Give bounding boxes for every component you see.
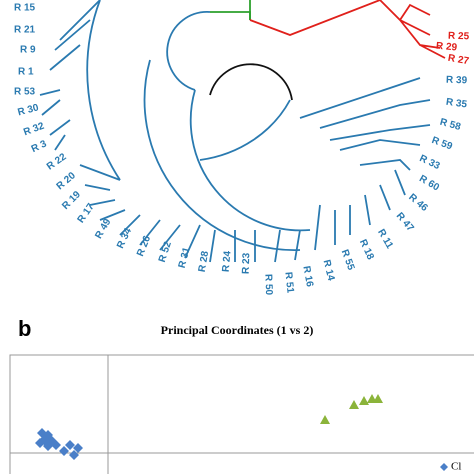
branch [39, 0, 101, 151]
leaf-label: R 21 [14, 25, 36, 36]
dendrogram-branches [39, 0, 446, 263]
leaf-label: R 47 [394, 211, 416, 235]
leaf-label: R 11 [375, 227, 395, 251]
leaf-label: R 29 [436, 41, 458, 54]
plot-title: Principal Coordinates (1 vs 2) [161, 323, 314, 337]
branch [199, 99, 291, 161]
leaf-label: R 3 [30, 138, 49, 155]
branch [79, 164, 406, 263]
marker [320, 394, 383, 424]
branch [299, 77, 431, 171]
cluster-green [320, 394, 383, 424]
leaf-label: R 9 [20, 45, 36, 56]
leaf-labels: R 15R 21R 9R 1R 53R 30R 32R 3R 22R 20R 1… [14, 3, 470, 296]
leaf-label: R 24 [221, 250, 234, 272]
leaf-label: R 30 [17, 102, 41, 118]
leaf-label: R 35 [445, 97, 468, 111]
leaf-label: R 19 [60, 189, 83, 212]
leaf-label: R 27 [447, 53, 470, 68]
branch [189, 89, 311, 232]
leaf-label: R 32 [22, 121, 46, 139]
leaf-label: R 53 [14, 87, 36, 98]
leaf-label: R 52 [157, 240, 174, 264]
branch [166, 11, 211, 91]
pcoa-plot: Cl [9, 354, 474, 474]
branch [249, 0, 381, 36]
branch [86, 0, 121, 181]
plot-frame [9, 354, 474, 474]
leaf-label: R 14 [321, 259, 337, 283]
leaf-label: R 60 [417, 173, 441, 193]
leaf-label: R 31 [177, 246, 193, 270]
leaf-label: R 59 [430, 135, 454, 153]
leaf-label: R 28 [197, 250, 212, 273]
leaf-label: R 16 [300, 265, 315, 288]
leaf-label: R 23 [241, 252, 253, 274]
leaf-label: R 18 [357, 238, 376, 262]
leaf-label: R 26 [135, 234, 153, 258]
legend-marker [440, 463, 448, 471]
cluster-blue [35, 428, 83, 460]
branch [143, 59, 301, 251]
leaf-label: R 33 [418, 153, 442, 172]
leaf-label: R 55 [339, 248, 357, 272]
branch [209, 63, 293, 101]
marker [35, 428, 83, 460]
leaf-label: R 34 [115, 226, 134, 250]
branch [210, 11, 251, 20]
leaf-label: R 39 [446, 75, 468, 87]
legend-label: Cl [451, 461, 461, 473]
leaf-label: R 58 [439, 117, 463, 133]
leaf-label: R 51 [282, 271, 295, 294]
leaf-label: R 1 [18, 67, 34, 78]
branch [379, 0, 446, 59]
leaf-label: R 22 [45, 151, 69, 172]
leaf-label: R 25 [448, 31, 470, 43]
leaf-label: R 46 [406, 192, 430, 214]
leaf-label: R 15 [14, 3, 36, 14]
leaf-label: R 50 [262, 274, 274, 296]
panel-label: b [18, 316, 31, 341]
leaf-label: R 49 [93, 217, 113, 241]
